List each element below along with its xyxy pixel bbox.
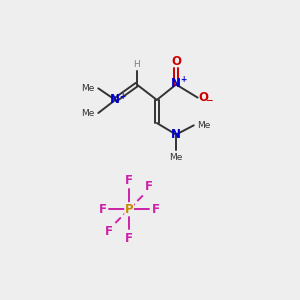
Text: Me: Me	[169, 153, 183, 162]
Text: N: N	[171, 128, 181, 141]
Text: Me: Me	[81, 84, 94, 93]
Text: P: P	[125, 203, 134, 216]
Text: F: F	[105, 225, 113, 238]
Text: F: F	[152, 203, 159, 216]
Text: Me: Me	[197, 121, 210, 130]
Text: F: F	[125, 174, 133, 187]
Text: F: F	[145, 180, 153, 193]
Text: N: N	[110, 93, 119, 106]
Text: +: +	[181, 75, 187, 84]
Text: −: −	[205, 96, 212, 105]
Text: Me: Me	[81, 109, 94, 118]
Text: +: +	[119, 92, 125, 100]
Text: O: O	[171, 55, 181, 68]
Text: O: O	[198, 91, 208, 104]
Text: N: N	[171, 77, 181, 90]
Text: F: F	[99, 203, 107, 216]
Text: F: F	[125, 232, 133, 244]
Text: H: H	[134, 60, 140, 69]
